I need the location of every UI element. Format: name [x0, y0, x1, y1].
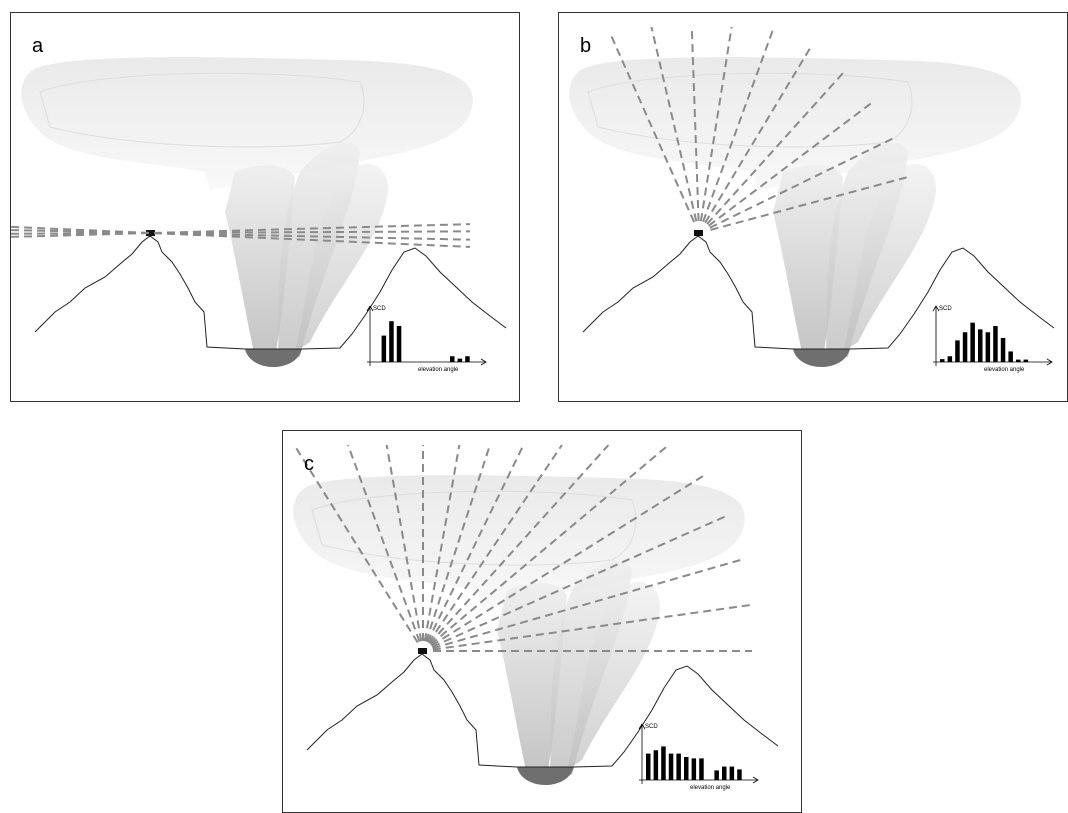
scan-line — [432, 559, 741, 650]
scan-line — [432, 604, 750, 651]
instrument — [418, 648, 427, 654]
panel-label: c — [304, 453, 314, 475]
mountain — [34, 235, 507, 350]
mini-bar — [1008, 351, 1013, 362]
scan-line — [385, 444, 423, 642]
mini-bar — [691, 758, 697, 780]
ash-cloud — [293, 475, 745, 608]
mini-bar — [729, 766, 735, 780]
scan-line — [702, 30, 774, 223]
instrument — [146, 230, 155, 236]
mini-bar — [661, 746, 666, 780]
scan-line — [699, 26, 733, 222]
mini-bar — [381, 335, 387, 362]
mini-bar — [737, 769, 742, 780]
mini-bar — [947, 356, 953, 362]
scan-line — [11, 229, 471, 241]
cloud-outline — [311, 490, 637, 566]
mini-bar — [668, 753, 674, 780]
panel: SCD elevation angle b — [558, 12, 1068, 402]
arrow — [932, 305, 1053, 366]
mini-bar — [940, 359, 945, 362]
scan-line — [11, 223, 471, 238]
arrow — [638, 723, 759, 784]
mini-bar — [465, 356, 470, 362]
scan-line — [610, 36, 696, 223]
mountain — [582, 235, 1055, 350]
plume — [497, 583, 567, 775]
mini-bar — [653, 750, 659, 780]
mini-bar — [450, 356, 455, 362]
mini-bar — [955, 340, 960, 362]
mini-x-label: elevation angle — [984, 367, 1025, 373]
scan-line — [347, 444, 421, 642]
mountain — [306, 653, 779, 768]
cloud-outline — [39, 72, 365, 148]
mini-y-label: SCD — [645, 724, 658, 730]
panel: SCD elevation angle c — [282, 430, 802, 813]
panel-label: b — [580, 35, 591, 57]
scan-line — [11, 225, 471, 248]
mini-y-label: SCD — [373, 306, 386, 312]
scan-line — [425, 444, 491, 642]
mini-bar — [714, 770, 719, 780]
arrow — [366, 305, 487, 366]
mini-bar — [978, 329, 983, 362]
plume — [295, 163, 389, 352]
mini-bar — [396, 326, 402, 362]
crater — [245, 349, 302, 368]
mini-bar — [1016, 359, 1021, 362]
scan-line — [427, 444, 563, 644]
plume — [773, 165, 843, 357]
cloud-outline — [587, 72, 913, 148]
instrument — [694, 230, 703, 236]
ash-cloud — [21, 57, 473, 190]
mini-bar — [699, 758, 704, 780]
scan-line — [428, 444, 610, 645]
scan-line — [706, 72, 844, 225]
mini-bar — [676, 753, 681, 780]
mini-bar — [1023, 359, 1029, 362]
panel: SCD elevation angle a — [10, 12, 520, 402]
mini-bar — [993, 326, 998, 362]
scan-line — [709, 137, 893, 229]
scan-line — [710, 176, 907, 231]
mini-bar — [457, 358, 463, 362]
scan-line — [10, 230, 471, 235]
mini-bar — [722, 766, 727, 780]
scan-line — [707, 102, 872, 227]
mini-x-label: elevation angle — [690, 785, 731, 791]
mini-bar — [962, 332, 968, 362]
mini-x-label: elevation angle — [418, 367, 459, 373]
scan-line — [426, 444, 525, 643]
scan-line — [690, 26, 700, 222]
crater — [793, 349, 850, 368]
mini-bar — [684, 756, 689, 780]
mini-bar — [1000, 338, 1006, 362]
scan-line — [423, 444, 461, 642]
crater — [517, 767, 574, 786]
plume — [225, 165, 295, 357]
panel-label: a — [32, 35, 44, 57]
mini-y-label: SCD — [939, 306, 952, 312]
scan-line — [650, 26, 698, 222]
mini-bar — [646, 753, 651, 780]
scan-line — [430, 475, 704, 647]
scan-line — [704, 48, 811, 224]
mini-bar — [970, 322, 975, 362]
mini-bar — [985, 332, 991, 362]
plume — [567, 581, 661, 770]
mini-bar — [389, 321, 394, 362]
scan-line — [431, 515, 725, 648]
plume — [843, 163, 937, 352]
